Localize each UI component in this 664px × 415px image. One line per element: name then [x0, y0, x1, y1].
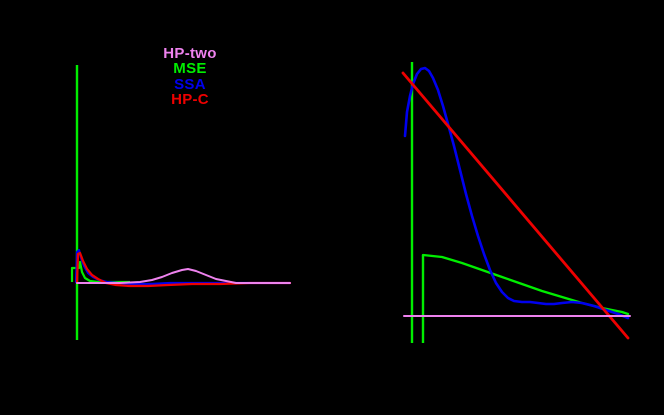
- curve-hpc-right: [401, 71, 630, 340]
- panel-right: HP-two MSE SSA HP-C: [332, 0, 664, 415]
- legend-left: HP-two MSE SSA HP-C: [126, 46, 254, 107]
- curve-mse-right: [421, 253, 630, 316]
- legend-item-hp-two-left: HP-two: [163, 45, 217, 62]
- legend-item-hp-c-left: HP-C: [171, 90, 209, 108]
- panel-left: HP-two MSE SSA HP-C: [70, 46, 292, 340]
- legend-item-ssa-left: SSA: [174, 75, 206, 93]
- curve-ssa-left: [74, 248, 292, 286]
- curve-hptwo-left: [76, 268, 291, 284]
- plot-right: [401, 62, 631, 343]
- curve-mse-left: [70, 260, 130, 284]
- legend-item-mse-left: MSE: [173, 60, 207, 78]
- curve-ssa-right: [403, 66, 630, 320]
- plot-left: [70, 65, 292, 340]
